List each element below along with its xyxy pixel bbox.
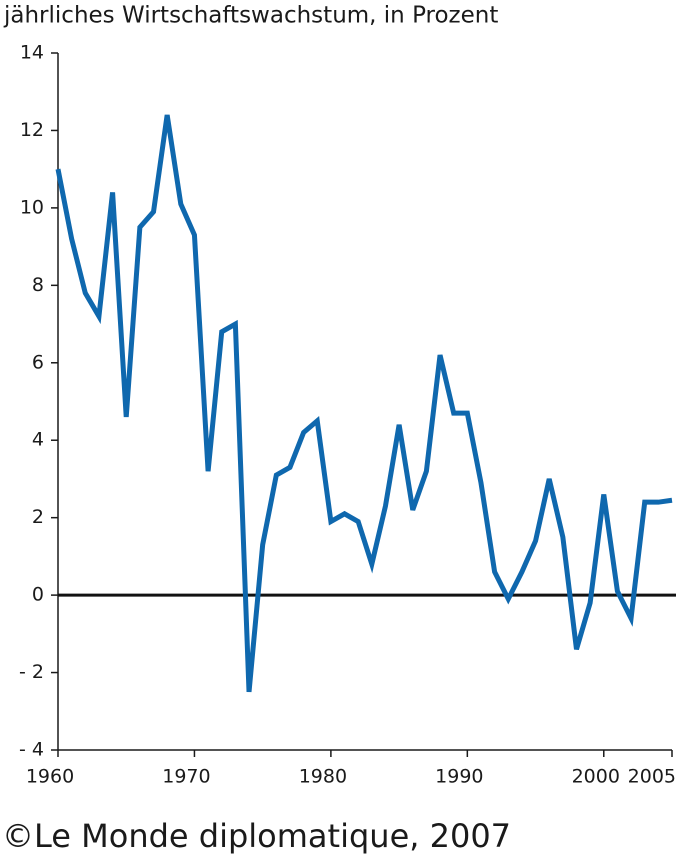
x-tick-label: 1990	[435, 766, 483, 788]
y-tick-label: - 2	[19, 661, 44, 683]
y-tick-label: 14	[20, 42, 44, 64]
y-tick-label: 12	[20, 119, 44, 141]
y-tick-label: 10	[20, 196, 44, 218]
chart-title: jährliches Wirtschaftswachstum, in Proze…	[3, 3, 498, 29]
x-tick-label: 1980	[299, 766, 347, 788]
source: ©Le Monde diplomatique, 2007	[2, 817, 511, 855]
y-tick-label: 0	[32, 584, 44, 606]
y-tick-label: 2	[32, 506, 44, 528]
x-tick-label: 1970	[162, 766, 210, 788]
y-tick-label: 6	[32, 351, 44, 373]
data-line	[55, 114, 673, 693]
y-tick-label: 8	[32, 274, 44, 296]
x-tick-label: 2005	[628, 766, 676, 788]
x-tick-label: 2000	[572, 766, 620, 788]
x-tick-label: 1960	[26, 766, 74, 788]
y-tick-label: 4	[32, 429, 44, 451]
y-tick-label: - 4	[19, 739, 44, 761]
